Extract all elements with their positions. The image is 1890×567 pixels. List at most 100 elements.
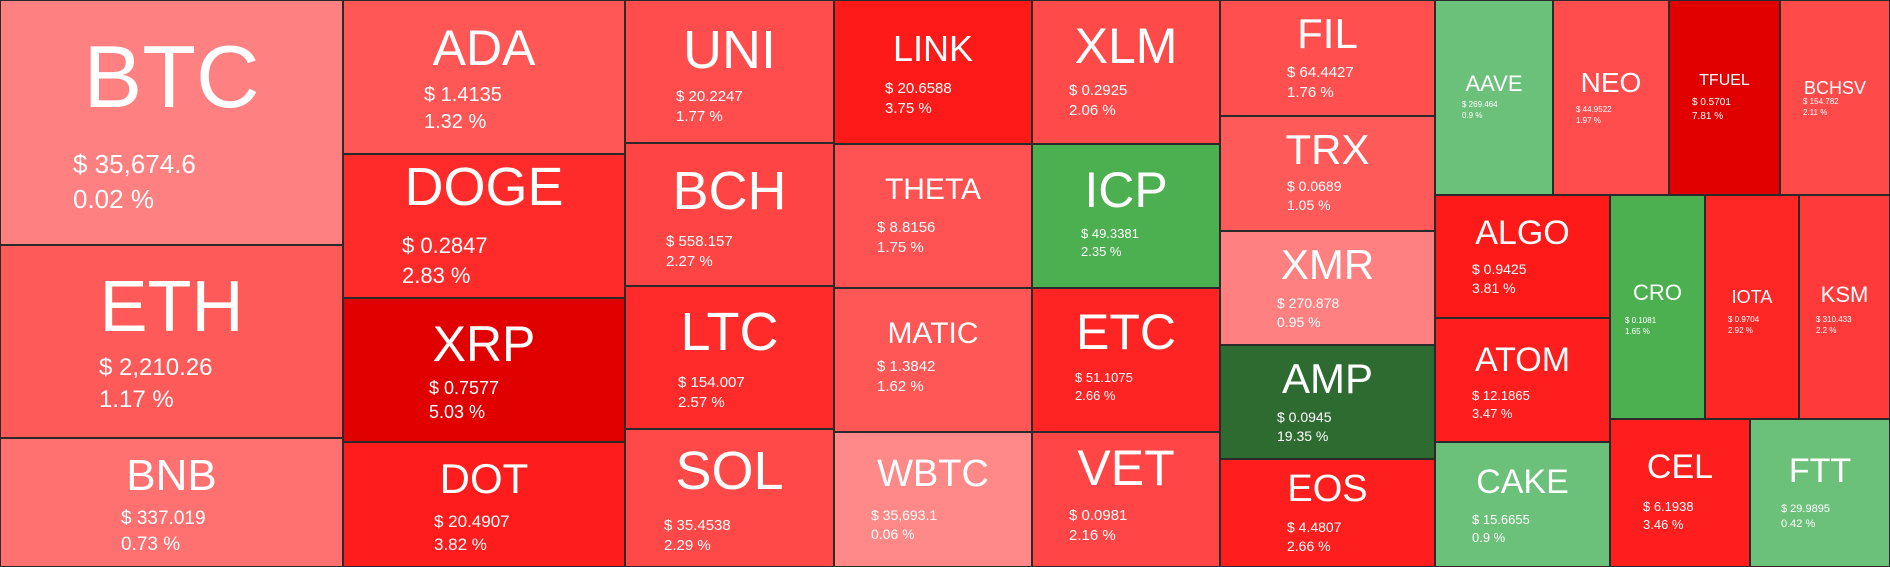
coin-tile-amp[interactable]: AMP $ 0.0945 19.35 % <box>1220 345 1435 459</box>
coin-symbol: SOL <box>675 441 784 501</box>
coin-change-percent: 1.05 % <box>1287 197 1331 213</box>
coin-change-percent: 3.47 % <box>1472 406 1513 421</box>
coin-price: $ 558.157 <box>666 233 733 250</box>
coin-symbol: IOTA <box>1731 287 1773 307</box>
coin-symbol: WBTC <box>877 453 989 495</box>
coin-change-percent: 2.06 % <box>1069 102 1116 119</box>
coin-tile-tfuel[interactable]: TFUEL $ 0.5701 7.81 % <box>1669 0 1780 195</box>
coin-price: $ 0.2925 <box>1069 82 1128 99</box>
coin-symbol: XLM <box>1074 18 1178 74</box>
coin-tile-ltc[interactable]: LTC $ 154.007 2.57 % <box>625 286 834 429</box>
coin-tile-aave[interactable]: AAVE $ 269.464 0.9 % <box>1435 0 1553 195</box>
coin-tile-wbtc[interactable]: WBTC $ 35,693.1 0.06 % <box>834 432 1032 567</box>
coin-tile-cro[interactable]: CRO $ 0.1081 1.65 % <box>1610 195 1705 419</box>
coin-change-percent: 1.32 % <box>424 111 487 133</box>
coin-change-percent: 2.11 % <box>1803 108 1828 117</box>
coin-price: $ 51.1075 <box>1075 370 1133 385</box>
coin-change-percent: 1.65 % <box>1625 327 1650 336</box>
coin-symbol: VET <box>1077 440 1175 496</box>
coin-tile-etc[interactable]: ETC $ 51.1075 2.66 % <box>1032 288 1220 432</box>
coin-change-percent: 1.97 % <box>1576 116 1601 125</box>
coin-symbol: ATOM <box>1474 341 1571 379</box>
coin-change-percent: 2.2 % <box>1816 326 1837 335</box>
coin-tile-trx[interactable]: TRX $ 0.0689 1.05 % <box>1220 116 1435 231</box>
coin-symbol: AMP <box>1281 355 1373 402</box>
coin-change-percent: 3.82 % <box>434 535 487 554</box>
coin-tile-dot[interactable]: DOT $ 20.4907 3.82 % <box>343 442 625 567</box>
coin-tile-icp[interactable]: ICP $ 49.3381 2.35 % <box>1032 144 1220 288</box>
coin-price: $ 0.0689 <box>1287 178 1342 194</box>
coin-symbol: XRP <box>432 316 536 372</box>
coin-symbol: DOT <box>439 455 529 502</box>
coin-symbol: LTC <box>680 302 779 362</box>
coin-change-percent: 1.75 % <box>877 239 924 256</box>
coin-symbol: BCH <box>672 161 787 221</box>
coin-tile-bchsv[interactable]: BCHSV $ 154.782 2.11 % <box>1780 0 1890 195</box>
coin-tile-eth[interactable]: ETH $ 2,210.26 1.17 % <box>0 245 343 438</box>
coin-symbol: MATIC <box>887 317 979 350</box>
coin-tile-atom[interactable]: ATOM $ 12.1865 3.47 % <box>1435 318 1610 442</box>
coin-tile-xrp[interactable]: XRP $ 0.7577 5.03 % <box>343 298 625 442</box>
coin-tile-btc[interactable]: BTC $ 35,674.6 0.02 % <box>0 0 343 245</box>
coin-tile-cake[interactable]: CAKE $ 15.6655 0.9 % <box>1435 442 1610 567</box>
coin-symbol: BCHSV <box>1803 78 1866 98</box>
coin-symbol: DOGE <box>404 157 564 217</box>
coin-symbol: ETH <box>99 267 244 347</box>
coin-symbol: ADA <box>432 20 536 76</box>
coin-price: $ 20.2247 <box>676 88 743 105</box>
coin-price: $ 29.9895 <box>1781 503 1830 515</box>
coin-price: $ 4.4807 <box>1287 519 1342 535</box>
coin-price: $ 44.9522 <box>1576 105 1612 114</box>
coin-tile-theta[interactable]: THETA $ 8.8156 1.75 % <box>834 144 1032 288</box>
coin-change-percent: 1.77 % <box>676 108 723 125</box>
coin-tile-matic[interactable]: MATIC $ 1.3842 1.62 % <box>834 288 1032 432</box>
coin-price: $ 15.6655 <box>1472 512 1530 527</box>
coin-tile-sol[interactable]: SOL $ 35.4538 2.29 % <box>625 429 834 567</box>
coin-change-percent: 0.06 % <box>871 526 915 542</box>
coin-tile-iota[interactable]: IOTA $ 0.9704 2.92 % <box>1705 195 1799 419</box>
coin-change-percent: 7.81 % <box>1692 111 1724 122</box>
coin-change-percent: 0.73 % <box>121 534 181 555</box>
coin-price: $ 0.0945 <box>1277 409 1332 425</box>
coin-price: $ 49.3381 <box>1081 226 1139 241</box>
coin-price: $ 0.5701 <box>1692 97 1731 108</box>
coin-change-percent: 0.02 % <box>73 184 154 214</box>
coin-change-percent: 0.42 % <box>1781 518 1816 530</box>
coin-symbol: CAKE <box>1476 463 1569 501</box>
coin-change-percent: 2.66 % <box>1075 388 1116 403</box>
coin-tile-bch[interactable]: BCH $ 558.157 2.27 % <box>625 143 834 286</box>
coin-change-percent: 5.03 % <box>429 402 486 422</box>
coin-change-percent: 1.62 % <box>877 378 924 395</box>
coin-symbol: NEO <box>1580 67 1642 98</box>
coin-tile-algo[interactable]: ALGO $ 0.9425 3.81 % <box>1435 195 1610 318</box>
coin-price: $ 20.6588 <box>885 80 952 97</box>
coin-tile-vet[interactable]: VET $ 0.0981 2.16 % <box>1032 432 1220 567</box>
coin-tile-fil[interactable]: FIL $ 64.4427 1.76 % <box>1220 0 1435 116</box>
coin-tile-eos[interactable]: EOS $ 4.4807 2.66 % <box>1220 459 1435 567</box>
coin-tile-xlm[interactable]: XLM $ 0.2925 2.06 % <box>1032 0 1220 144</box>
coin-price: $ 8.8156 <box>877 219 936 236</box>
coin-tile-bnb[interactable]: BNB $ 337.019 0.73 % <box>0 438 343 567</box>
coin-tile-uni[interactable]: UNI $ 20.2247 1.77 % <box>625 0 834 143</box>
coin-tile-neo[interactable]: NEO $ 44.9522 1.97 % <box>1553 0 1669 195</box>
coin-change-percent: 0.9 % <box>1462 111 1483 120</box>
coin-tile-doge[interactable]: DOGE $ 0.2847 2.83 % <box>343 154 625 298</box>
coin-tile-cel[interactable]: CEL $ 6.1938 3.46 % <box>1610 419 1750 567</box>
coin-change-percent: 3.75 % <box>885 100 932 117</box>
coin-symbol: TFUEL <box>1699 72 1750 89</box>
coin-price: $ 310.433 <box>1816 315 1852 324</box>
coin-symbol: FIL <box>1297 10 1358 57</box>
coin-price: $ 6.1938 <box>1643 499 1694 514</box>
coin-price: $ 2,210.26 <box>99 354 213 381</box>
coin-tile-ada[interactable]: ADA $ 1.4135 1.32 % <box>343 0 625 154</box>
coin-tile-link[interactable]: LINK $ 20.6588 3.75 % <box>834 0 1032 144</box>
coin-change-percent: 0.9 % <box>1472 530 1506 545</box>
coin-price: $ 0.7577 <box>429 378 500 398</box>
coin-tile-xmr[interactable]: XMR $ 270.878 0.95 % <box>1220 231 1435 345</box>
coin-tile-ftt[interactable]: FTT $ 29.9895 0.42 % <box>1750 419 1890 567</box>
coin-price: $ 154.007 <box>678 374 745 391</box>
coin-price: $ 20.4907 <box>434 512 510 531</box>
coin-tile-ksm[interactable]: KSM $ 310.433 2.2 % <box>1799 195 1890 419</box>
coin-price: $ 270.878 <box>1277 295 1340 311</box>
